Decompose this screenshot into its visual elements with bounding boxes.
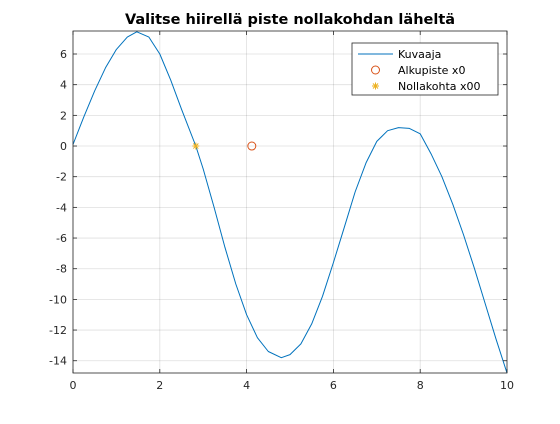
x-tick-label: 6 [330,379,337,392]
chart-title: Valitse hiirellä piste nollakohdan lähel… [125,12,455,28]
x-tick-label: 8 [417,379,424,392]
ticks: 0 2 4 6 8 10 6 4 2 0 -2 -4 -6 -8 -10 -12 -14 [49,31,514,392]
legend-asterisk-marker [372,82,379,90]
legend-label-alkupiste: Alkupiste x0 [398,64,465,77]
legend[interactable]: Kuvaaja Alkupiste x0 Nollakohta x00 [351,42,499,96]
y-tick-label: -8 [56,263,67,276]
point-nollakohta [192,142,200,150]
legend-circle-marker [371,65,380,75]
y-tick-label: -12 [49,324,67,337]
x-tick-label: 0 [70,379,77,392]
y-tick-label: 2 [60,109,67,122]
x-tick-label: 2 [156,379,163,392]
y-tick-label: 0 [60,140,67,153]
x-tick-label: 10 [500,379,514,392]
grid-lines [72,31,508,373]
data-layer [72,31,508,374]
y-tick-label: -6 [56,232,67,245]
y-tick-label: 4 [60,79,67,92]
y-tick-label: 6 [60,48,67,61]
point-alkupiste [247,141,257,151]
y-tick-label: -4 [56,201,67,214]
y-tick-label: -10 [49,293,67,306]
legend-label-kuvaaja: Kuvaaja [398,48,441,61]
axes-box [72,30,508,374]
legend-label-nollakohta: Nollakohta x00 [398,80,481,93]
y-tick-label: -14 [49,355,67,368]
x-tick-label: 4 [243,379,250,392]
series-line-kuvaaja [72,31,508,374]
y-tick-label: -2 [56,171,67,184]
